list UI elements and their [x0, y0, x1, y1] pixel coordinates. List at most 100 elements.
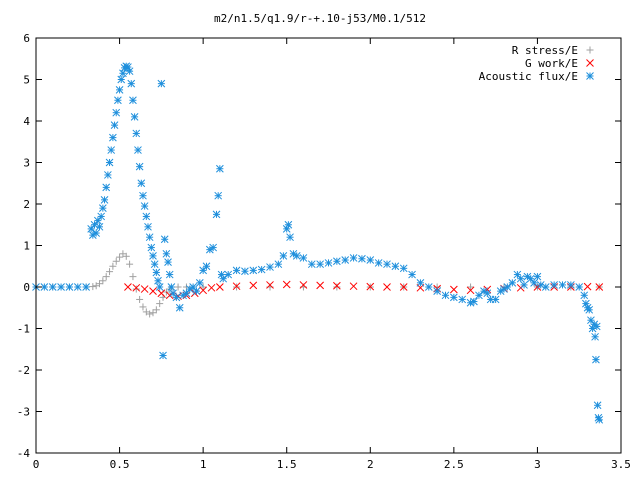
- data-point: [408, 270, 416, 279]
- data-point: [157, 289, 166, 298]
- data-point: [160, 235, 169, 244]
- data-point: [164, 258, 172, 266]
- data-point: [358, 254, 366, 263]
- data-point: [157, 79, 166, 88]
- data-point: [483, 289, 492, 298]
- data-point: [105, 158, 114, 167]
- data-point: [99, 277, 107, 285]
- data-point: [349, 282, 358, 291]
- data-point: [433, 287, 441, 296]
- data-point: [274, 260, 283, 269]
- y-tick-label: 1: [23, 240, 30, 253]
- data-point: [132, 285, 140, 293]
- data-point: [333, 283, 341, 291]
- data-point: [97, 212, 106, 221]
- x-tick-label: 3: [534, 458, 541, 471]
- data-point: [112, 257, 120, 265]
- data-point: [391, 262, 400, 271]
- data-point: [541, 283, 550, 291]
- x-tick-label: 0: [33, 458, 40, 471]
- data-point: [467, 283, 475, 291]
- data-point: [199, 283, 207, 291]
- data-point: [124, 63, 132, 71]
- data-point: [99, 204, 107, 213]
- data-point: [96, 280, 104, 288]
- data-point: [106, 268, 114, 276]
- data-point: [333, 257, 341, 266]
- data-point: [95, 222, 104, 231]
- data-point: [374, 259, 383, 267]
- data-point: [182, 289, 191, 298]
- data-point: [109, 133, 117, 142]
- data-point: [135, 162, 144, 171]
- y-tick-label: -4: [17, 447, 31, 460]
- data-point: [199, 286, 207, 295]
- y-tick-label: 5: [23, 74, 30, 87]
- data-point: [550, 281, 558, 289]
- series-1: [32, 250, 603, 318]
- data-point: [587, 316, 595, 325]
- data-point: [154, 276, 162, 285]
- data-point: [224, 270, 233, 279]
- data-point: [233, 283, 241, 291]
- data-point: [595, 415, 604, 424]
- data-point: [450, 293, 458, 302]
- y-tick-label: 4: [23, 115, 30, 128]
- data-point: [533, 272, 542, 281]
- data-point: [109, 262, 117, 270]
- data-point: [140, 202, 149, 210]
- data-point: [424, 283, 433, 291]
- data-point: [147, 243, 156, 252]
- data-point: [441, 291, 450, 300]
- data-point: [40, 283, 49, 291]
- data-point: [383, 260, 391, 269]
- data-point: [399, 264, 408, 273]
- data-point: [144, 222, 152, 231]
- data-point: [299, 281, 308, 289]
- data-point: [117, 75, 126, 84]
- data-point: [232, 282, 241, 291]
- data-point: [592, 322, 601, 331]
- data-point: [475, 291, 483, 300]
- data-point: [119, 69, 127, 78]
- data-point: [102, 273, 110, 281]
- data-point: [149, 287, 157, 296]
- data-point: [324, 259, 333, 267]
- data-point: [526, 274, 535, 283]
- data-point: [195, 278, 204, 287]
- data-point: [132, 129, 141, 138]
- data-point: [130, 112, 139, 121]
- data-point: [126, 260, 134, 268]
- data-point: [116, 253, 124, 261]
- data-point: [139, 191, 147, 200]
- legend-label: G work/E: [525, 57, 578, 70]
- data-point: [214, 191, 223, 200]
- data-point: [232, 266, 241, 275]
- data-point: [100, 195, 109, 204]
- data-point: [513, 270, 522, 279]
- data-point: [209, 243, 218, 252]
- data-point: [155, 283, 164, 291]
- data-point: [93, 216, 102, 225]
- data-point: [595, 283, 604, 291]
- data-point: [162, 249, 171, 258]
- x-tick-label: 1.5: [277, 458, 297, 471]
- data-point: [134, 146, 142, 154]
- data-point: [199, 266, 207, 275]
- data-point: [399, 283, 408, 291]
- data-point: [156, 300, 164, 308]
- data-point: [585, 305, 594, 314]
- data-point: [316, 281, 324, 290]
- y-tick-label: 3: [23, 157, 30, 170]
- y-axis: -4 -3 -2 -1 0 1 2 3 4 5 6: [17, 32, 621, 460]
- data-point: [149, 309, 157, 317]
- data-point: [202, 262, 211, 271]
- data-point: [169, 289, 177, 298]
- y-tick-label: -1: [17, 323, 30, 336]
- data-point: [241, 267, 249, 276]
- data-point: [137, 179, 146, 188]
- data-point: [139, 303, 147, 311]
- y-tick-label: 0: [23, 281, 30, 294]
- data-point: [216, 164, 224, 173]
- data-point: [165, 270, 174, 279]
